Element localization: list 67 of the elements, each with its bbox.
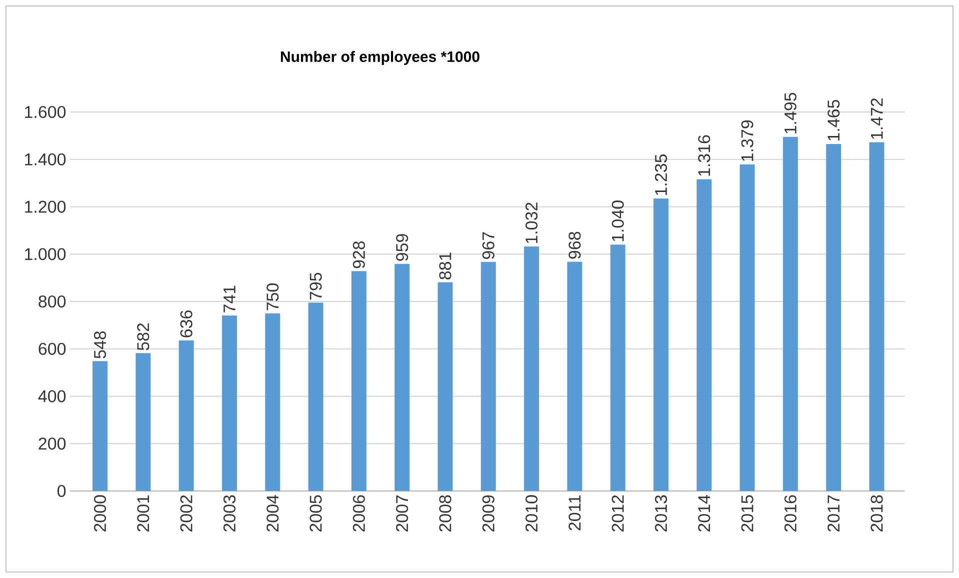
data-label: 750 [266,283,279,310]
y-tick-label: 1.400 [25,153,66,166]
x-tick-label: 2015 [741,495,754,532]
x-tick-label: 2009 [482,495,494,532]
x-tick-label: 2012 [612,495,624,532]
data-label: 1.379 [741,120,754,161]
y-tick-label: 800 [38,295,66,308]
x-tick-label: 2003 [223,495,236,532]
bar [610,244,626,491]
y-tick-label: 600 [38,342,66,355]
x-tick-label: 2000 [94,495,106,532]
x-tick-label: 2005 [310,495,322,532]
data-label: 1.032 [526,202,538,244]
data-label: 1.040 [612,200,624,242]
bar [869,142,884,491]
bar [265,313,280,491]
x-tick-label: 2010 [526,495,538,532]
bar [653,198,668,491]
bar [136,353,151,491]
bar [524,246,540,491]
data-label: 1.235 [654,154,668,195]
y-tick-label: 0 [57,484,66,498]
y-tick-label: 1.200 [25,200,66,213]
data-label: 928 [352,241,365,268]
bar [308,302,324,491]
data-label: 795 [310,272,322,300]
data-label: 1.465 [828,100,840,140]
bar [178,340,194,491]
bar [567,262,582,491]
data-label: 967 [482,232,494,259]
bar [222,315,237,491]
x-tick-label: 2017 [828,495,840,532]
bar [740,164,755,491]
data-label: 582 [137,323,150,350]
x-tick-label: 2013 [654,495,668,532]
x-tick-label: 2007 [396,495,408,532]
data-label: 1.472 [870,98,883,139]
x-tick-label: 2018 [870,495,883,532]
x-tick-label: 2004 [266,495,279,532]
x-tick-label: 2006 [352,495,365,532]
bar [696,179,712,491]
y-tick-label: 400 [38,390,66,402]
x-tick-label: 2001 [137,495,150,532]
y-tick-label: 1.600 [25,106,66,118]
bar [438,282,453,491]
data-label: 881 [439,252,452,280]
x-tick-label: 2011 [568,495,581,530]
data-label: 1.495 [784,92,796,134]
bar [826,144,842,491]
data-label: 968 [568,232,581,259]
x-tick-label: 2002 [180,495,192,532]
data-label: 548 [94,331,106,358]
y-tick-label: 1.000 [25,248,66,260]
chart-title: Number of employees *1000 [280,51,480,65]
bar [351,271,366,491]
bar [394,264,410,491]
bar [480,262,496,491]
x-tick-label: 2008 [439,495,452,532]
x-tick-label: 2016 [784,495,796,532]
bar [782,136,798,491]
y-tick-label: 200 [38,438,66,450]
data-label: 741 [224,286,236,312]
x-tick-label: 2014 [698,495,710,532]
bar [92,361,108,491]
data-label: 959 [396,234,408,261]
data-label: 1.316 [698,135,710,176]
data-label: 636 [180,310,192,338]
